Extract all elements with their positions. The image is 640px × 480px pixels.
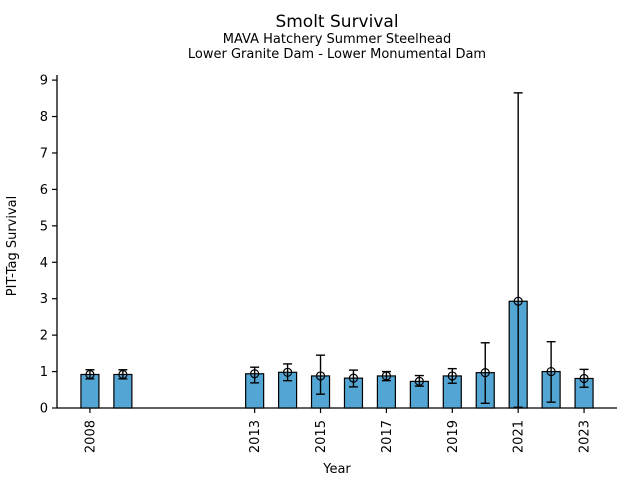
y-tick-label: 0 <box>40 402 48 417</box>
y-tick-label: 5 <box>40 219 48 234</box>
point-marker-2017 <box>381 371 392 381</box>
point-marker-2020 <box>480 368 490 378</box>
point-marker-2023 <box>579 373 589 384</box>
y-tick-label: 9 <box>40 74 48 89</box>
x-tick-label: 2015 <box>314 420 329 453</box>
y-tick-label: 2 <box>40 329 48 344</box>
x-tick-label: 2017 <box>380 420 395 453</box>
point-marker-2018 <box>414 376 424 387</box>
y-tick-label: 7 <box>40 146 48 161</box>
point-marker-2019 <box>447 371 457 381</box>
y-tick-label: 8 <box>40 110 48 125</box>
point-marker-2022 <box>546 366 556 377</box>
x-tick-label: 2023 <box>578 420 593 453</box>
point-marker-2014 <box>282 367 293 377</box>
chart-subtitle-line1: MAVA Hatchery Summer Steelhead <box>223 32 451 47</box>
y-tick-label: 3 <box>40 292 48 307</box>
y-tick-label: 4 <box>40 256 48 271</box>
x-tick-label: 2021 <box>512 420 527 453</box>
point-marker-2021 <box>513 296 523 306</box>
plot-area: 0 1 2 3 4 5 6 7 8 9 2008 2013 2015 2017 2019 2021 2023 <box>40 74 617 453</box>
y-axis-label: PIT-Tag Survival <box>5 196 20 296</box>
chart-subtitle-line2: Lower Granite Dam - Lower Monumental Dam <box>188 47 486 62</box>
x-axis-label: Year <box>322 462 351 477</box>
x-tick-label: 2008 <box>83 420 98 453</box>
point-marker-2008 <box>85 369 95 380</box>
y-tick-label: 6 <box>40 183 48 198</box>
point-marker-2015 <box>315 371 326 381</box>
point-marker-2016 <box>348 373 359 383</box>
point-marker-2009 <box>118 369 128 380</box>
point-marker-2013 <box>250 369 260 379</box>
x-tick-label: 2013 <box>248 420 263 453</box>
chart-title: Smolt Survival <box>275 12 398 32</box>
x-tick-label: 2019 <box>446 420 461 453</box>
y-tick-label: 1 <box>40 365 48 380</box>
